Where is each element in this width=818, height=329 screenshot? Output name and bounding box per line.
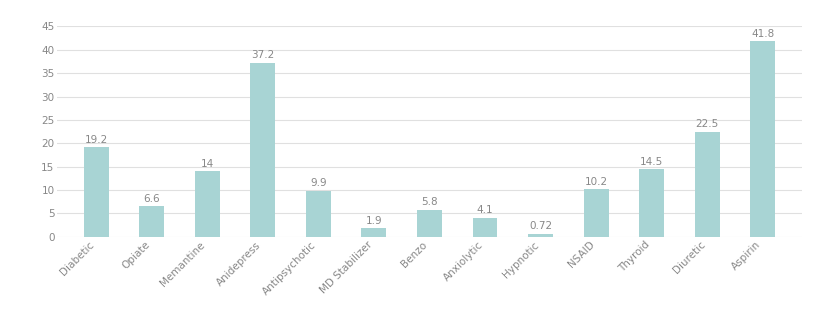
- Text: 4.1: 4.1: [477, 205, 493, 215]
- Bar: [473, 218, 497, 237]
- Text: 22.5: 22.5: [695, 119, 719, 129]
- Bar: [583, 189, 609, 237]
- Bar: [362, 228, 386, 237]
- Text: 9.9: 9.9: [310, 178, 326, 188]
- Bar: [639, 169, 664, 237]
- Text: 10.2: 10.2: [585, 177, 608, 187]
- Bar: [250, 63, 276, 237]
- Bar: [750, 41, 775, 237]
- Bar: [306, 190, 330, 237]
- Text: 1.9: 1.9: [366, 215, 382, 226]
- Bar: [694, 132, 720, 237]
- Text: 41.8: 41.8: [751, 29, 775, 39]
- Text: 5.8: 5.8: [421, 197, 438, 207]
- Text: 0.72: 0.72: [529, 221, 552, 231]
- Bar: [83, 147, 109, 237]
- Text: 37.2: 37.2: [251, 50, 274, 61]
- Text: 19.2: 19.2: [84, 135, 108, 145]
- Bar: [417, 210, 442, 237]
- Text: 14: 14: [200, 159, 213, 169]
- Text: 14.5: 14.5: [640, 157, 663, 167]
- Bar: [195, 171, 220, 237]
- Bar: [528, 234, 553, 237]
- Bar: [139, 206, 164, 237]
- Text: 6.6: 6.6: [143, 194, 160, 204]
